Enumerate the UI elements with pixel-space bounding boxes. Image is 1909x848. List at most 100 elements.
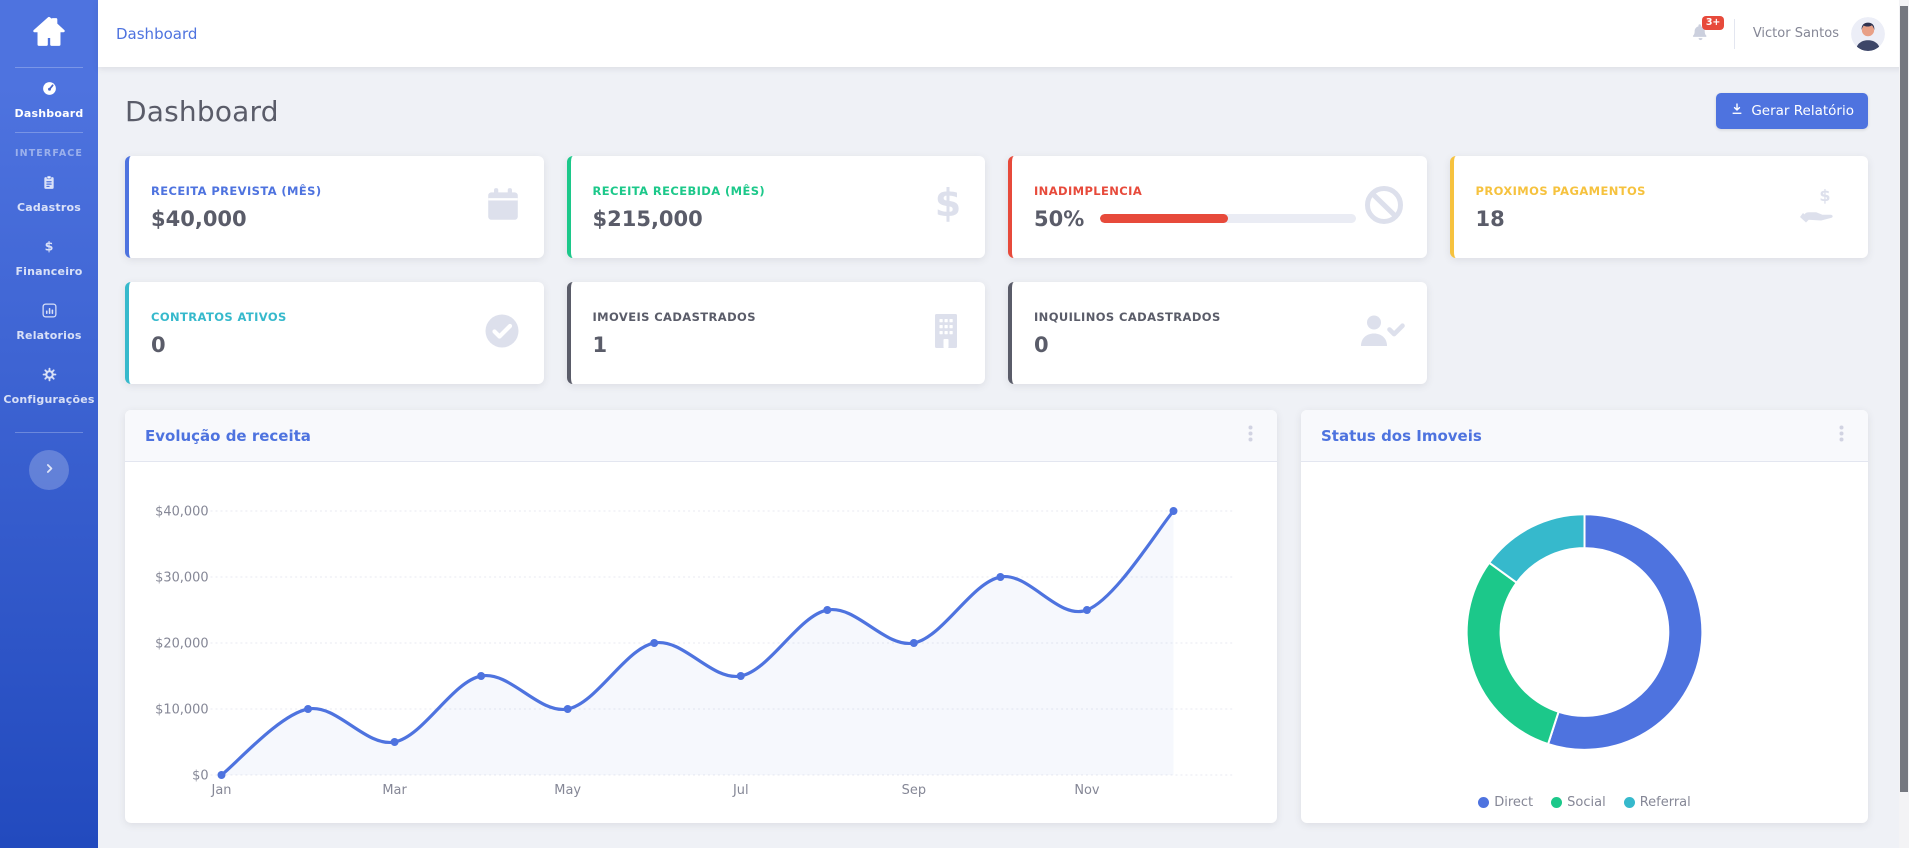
card-receita-prevista: RECEITA PREVISTA (MÊS) $40,000 bbox=[125, 156, 544, 258]
card-receita-recebida: RECEITA RECEBIDA (MÊS) $215,000 $ bbox=[566, 156, 985, 258]
page-content: Dashboard Gerar Relatório RECEITA PREVIS… bbox=[98, 67, 1909, 848]
chart-title: Status dos Imoveis bbox=[1320, 426, 1482, 445]
sidebar-item-label: Configurações bbox=[3, 393, 95, 406]
card-inquilinos-cadastrados: INQUILINOS CADASTRADOS 0 bbox=[1008, 282, 1427, 384]
card-value: $40,000 bbox=[151, 206, 247, 231]
gear-icon bbox=[41, 366, 58, 387]
home-icon bbox=[30, 13, 68, 55]
user-check-icon bbox=[1357, 312, 1405, 354]
svg-text:$: $ bbox=[1819, 186, 1830, 205]
card-title: IMOVEIS CADASTRADOS bbox=[592, 309, 756, 324]
svg-text:Sep: Sep bbox=[902, 783, 926, 798]
check-circle-icon bbox=[482, 311, 522, 355]
svg-text:$: $ bbox=[45, 239, 54, 254]
svg-text:$: $ bbox=[935, 183, 961, 225]
sidebar-item-label: Dashboard bbox=[14, 107, 84, 120]
person-avatar bbox=[1851, 16, 1885, 51]
card-contratos-ativos: CONTRATOS ATIVOS 0 bbox=[125, 282, 544, 384]
card-title: INQUILINOS CADASTRADOS bbox=[1034, 309, 1221, 324]
legend-item-direct[interactable]: Direct bbox=[1478, 795, 1533, 810]
card-title: CONTRATOS ATIVOS bbox=[151, 309, 287, 324]
topbar: Dashboard 3+ Victor Santos bbox=[98, 0, 1909, 67]
sidebar-divider bbox=[15, 432, 83, 433]
hand-holding-dollar-icon: $ bbox=[1800, 185, 1846, 229]
ellipsis-v-icon[interactable] bbox=[1835, 423, 1848, 448]
card-value: $215,000 bbox=[592, 206, 703, 231]
line-chart-area: $0 $10,000 $20,000 $30,000 $40,000 Jan Mar May J… bbox=[125, 462, 1277, 823]
inadimplencia-progress-bar bbox=[1100, 214, 1357, 223]
svg-text:Jan: Jan bbox=[211, 783, 232, 798]
ban-icon bbox=[1363, 184, 1405, 230]
sidebar-collapse-toggle[interactable] bbox=[29, 450, 69, 490]
sidebar-item-label: Relatorios bbox=[16, 329, 82, 342]
card-value: 0 bbox=[1034, 332, 1049, 357]
card-value: 1 bbox=[592, 332, 608, 357]
legend-dot bbox=[1478, 797, 1490, 808]
sidebar-item-cadastros[interactable]: Cadastros bbox=[0, 162, 98, 226]
notification-badge: 3+ bbox=[1701, 15, 1725, 30]
svg-text:$0: $0 bbox=[192, 768, 208, 783]
card-value: 0 bbox=[151, 332, 166, 357]
tachometer-icon bbox=[41, 80, 58, 101]
main-area: Dashboard 3+ Victor Santos bbox=[98, 0, 1909, 848]
card-imoveis-cadastrados: IMOVEIS CADASTRADOS 1 bbox=[566, 282, 985, 384]
sidebar-item-label: Financeiro bbox=[15, 265, 83, 278]
calendar-icon bbox=[484, 186, 522, 228]
chart-title: Evolução de receita bbox=[145, 426, 311, 445]
app-logo[interactable] bbox=[0, 0, 98, 67]
card-title: INADIMPLENCIA bbox=[1034, 183, 1143, 198]
page-title: Dashboard bbox=[125, 94, 279, 128]
status-chart-card: Status dos Imoveis Direct Social Referral bbox=[1300, 410, 1868, 823]
user-name[interactable]: Victor Santos bbox=[1752, 26, 1839, 41]
chart-bar-icon bbox=[41, 302, 58, 323]
svg-text:$40,000: $40,000 bbox=[155, 504, 208, 519]
legend-item-referral[interactable]: Referral bbox=[1623, 795, 1691, 810]
card-value: 18 bbox=[1475, 206, 1505, 231]
chevron-right-icon bbox=[43, 462, 56, 478]
revenue-chart-card: Evolução de receita $0 $10,000 $20,000 $30,… bbox=[125, 410, 1277, 823]
dollar-sign-icon: $ bbox=[933, 181, 963, 231]
card-title: RECEITA RECEBIDA (MÊS) bbox=[592, 183, 766, 198]
svg-text:$10,000: $10,000 bbox=[155, 702, 208, 717]
dollar-icon: $ bbox=[41, 238, 57, 259]
sidebar-item-dashboard[interactable]: Dashboard bbox=[0, 68, 98, 132]
stat-cards-row-2: CONTRATOS ATIVOS 0 IMOVEIS CADASTRADOS 1… bbox=[125, 282, 1868, 384]
sidebar-divider bbox=[15, 132, 83, 133]
sidebar-item-label: Cadastros bbox=[17, 201, 81, 214]
card-inadimplencia: INADIMPLENCIA 50% bbox=[1008, 156, 1427, 258]
sidebar-item-financeiro[interactable]: $ Financeiro bbox=[0, 226, 98, 290]
card-value: 50% bbox=[1034, 206, 1085, 231]
clipboard-icon bbox=[41, 174, 57, 195]
svg-text:Nov: Nov bbox=[1074, 783, 1100, 798]
legend-item-social[interactable]: Social bbox=[1551, 795, 1606, 810]
generate-report-button[interactable]: Gerar Relatório bbox=[1716, 93, 1868, 129]
svg-text:$30,000: $30,000 bbox=[155, 570, 208, 585]
legend-dot bbox=[1551, 797, 1563, 808]
charts-row: Evolução de receita $0 $10,000 $20,000 $30,… bbox=[125, 410, 1868, 823]
breadcrumb[interactable]: Dashboard bbox=[116, 24, 198, 43]
progress-fill bbox=[1100, 214, 1229, 223]
sidebar-item-configuracoes[interactable]: Configurações bbox=[0, 354, 98, 418]
ellipsis-v-icon[interactable] bbox=[1244, 423, 1257, 448]
avatar[interactable] bbox=[1851, 16, 1885, 51]
status-donut-chart bbox=[1465, 513, 1704, 751]
notifications-button[interactable]: 3+ bbox=[1691, 15, 1725, 46]
building-icon bbox=[929, 311, 963, 355]
card-title: PROXIMOS PAGAMENTOS bbox=[1475, 183, 1646, 198]
svg-text:Jul: Jul bbox=[732, 783, 749, 798]
legend-dot bbox=[1623, 797, 1635, 808]
generate-report-label: Gerar Relatório bbox=[1751, 103, 1854, 119]
donut-chart-area: Direct Social Referral bbox=[1301, 462, 1868, 823]
sidebar: Dashboard INTERFACE Cadastros $ Financei… bbox=[0, 0, 98, 848]
scrollbar-thumb[interactable] bbox=[1900, 6, 1908, 792]
topbar-divider bbox=[1733, 18, 1735, 49]
svg-text:May: May bbox=[554, 783, 581, 798]
scrollbar[interactable] bbox=[1899, 0, 1909, 848]
card-title: RECEITA PREVISTA (MÊS) bbox=[151, 183, 322, 198]
revenue-line-chart: $0 $10,000 $20,000 $30,000 $40,000 Jan Mar May J… bbox=[155, 504, 1236, 798]
sidebar-divider bbox=[15, 67, 83, 68]
donut-legend: Direct Social Referral bbox=[1301, 795, 1868, 810]
stat-cards-row-1: RECEITA PREVISTA (MÊS) $40,000 RECEITA R… bbox=[125, 156, 1868, 258]
svg-text:$20,000: $20,000 bbox=[155, 636, 208, 651]
sidebar-item-relatorios[interactable]: Relatorios bbox=[0, 290, 98, 354]
